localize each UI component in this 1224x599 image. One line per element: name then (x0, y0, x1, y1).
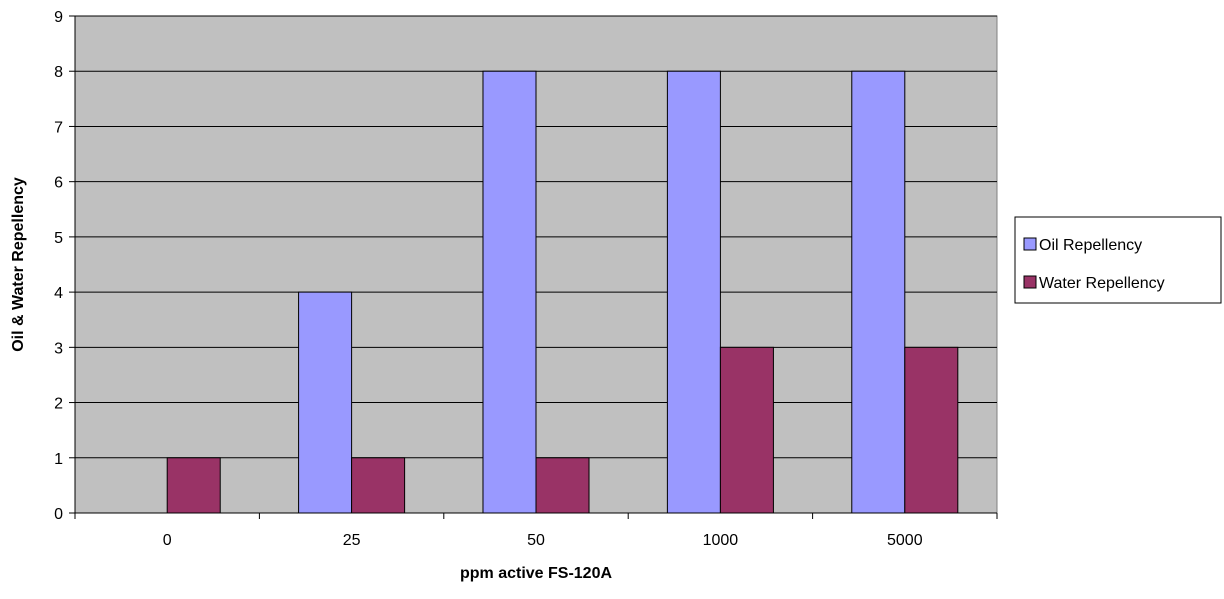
x-tick-label: 0 (163, 532, 172, 549)
axes: 0 1 2 3 4 5 6 7 8 9 0 25 50 1000 5000 (54, 9, 998, 549)
x-axis-title: ppm active FS-120A (460, 565, 613, 582)
x-tick-label: 1000 (703, 532, 739, 549)
y-tick-label: 5 (54, 230, 63, 247)
y-tick-label: 6 (54, 175, 63, 192)
x-tick-label: 50 (527, 532, 545, 549)
y-tick-label: 7 (54, 119, 63, 136)
y-tick-label: 0 (54, 506, 63, 523)
bar-water-repellency-50 (535, 457, 590, 514)
bar-water-repellency-0 (166, 457, 221, 514)
legend-box (1014, 216, 1222, 304)
x-tick-label: 25 (343, 532, 361, 549)
y-tick-label: 2 (54, 396, 63, 413)
y-tick-label: 8 (54, 64, 63, 81)
bar-water-repellency-5000 (904, 346, 959, 514)
bar-oil-repellency-1000 (666, 70, 721, 514)
y-tick-label: 1 (54, 451, 63, 468)
bar-oil-repellency-50 (482, 70, 537, 514)
legend: Oil Repellency Water Repellency (1014, 216, 1222, 304)
bar-water-repellency-25 (351, 457, 406, 514)
legend-swatch-oil-repellency (1023, 237, 1037, 251)
bar-oil-repellency-5000 (851, 70, 906, 514)
y-tick-label: 3 (54, 340, 63, 357)
legend-label-oil-repellency: Oil Repellency (1039, 237, 1142, 254)
legend-label-water-repellency: Water Repellency (1039, 275, 1165, 292)
y-axis-title: Oil & Water Repellency (10, 177, 27, 352)
bars (166, 70, 959, 514)
bar-water-repellency-1000 (719, 346, 774, 514)
y-tick-label: 9 (54, 9, 63, 26)
y-tick-label: 4 (54, 285, 63, 302)
legend-swatch-water-repellency (1023, 275, 1037, 289)
bar-oil-repellency-25 (298, 291, 353, 514)
x-tick-label: 5000 (887, 532, 923, 549)
